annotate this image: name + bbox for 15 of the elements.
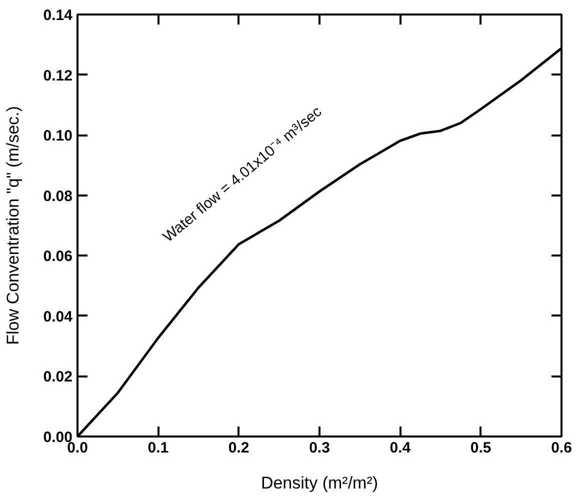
y-tick-label: 0.04 <box>43 308 74 326</box>
x-tick-label: 0.1 <box>148 440 169 456</box>
x-tick-label: 0.3 <box>309 440 330 456</box>
x-tick-label: 0.2 <box>228 440 250 456</box>
x-tick-label: 0.5 <box>470 440 492 456</box>
y-tick-label: 0.08 <box>43 188 73 205</box>
y-tick-label: 0.06 <box>43 248 73 266</box>
y-tick-label: 0.10 <box>43 128 73 145</box>
x-tick-label: 0.6 <box>551 440 572 456</box>
x-tick-label: 0.4 <box>390 440 412 456</box>
y-tick-label: 0.14 <box>43 7 74 24</box>
x-axis-title: Density (m²/m²) <box>260 474 378 492</box>
y-axis-title: Flow Conventration "q" (m/sec.) <box>3 106 22 345</box>
y-tick-label: 0.02 <box>43 368 73 386</box>
y-tick-label: 0.12 <box>43 67 73 84</box>
